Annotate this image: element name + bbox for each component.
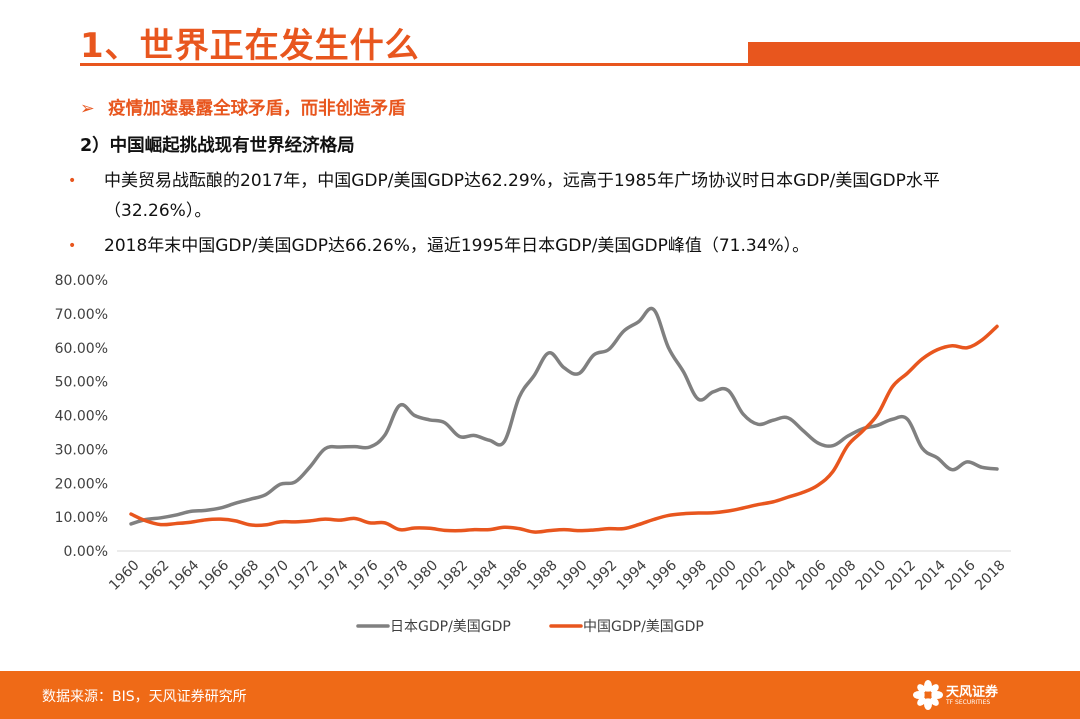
x-tick-label: 1966 — [196, 557, 233, 594]
x-tick-label: 1990 — [554, 557, 591, 594]
company-logo: 天风证券 TF SECURITIES — [912, 679, 1022, 713]
x-tick-label: 1972 — [285, 557, 322, 594]
x-tick-label: 2004 — [763, 557, 800, 594]
y-tick-label: 80.00% — [55, 273, 108, 289]
logo-text: 天风证券 — [946, 685, 999, 700]
bullet-item: • 中美贸易战酝酿的2017年，中国GDP/美国GDP达62.29%，远高于19… — [68, 166, 1028, 226]
x-tick-label: 1974 — [315, 557, 352, 594]
y-tick-label: 10.00% — [55, 510, 108, 526]
japan-series-line — [129, 306, 999, 526]
x-tick-label: 2010 — [853, 557, 890, 594]
x-tick-label: 1968 — [226, 557, 263, 594]
bullet-dot-icon: • — [68, 238, 77, 254]
footer-bar: 数据来源：BIS，天风证券研究所 天风证券 TF SECURITIES — [0, 671, 1080, 719]
headline-text: 疫情加速暴露全球矛盾，而非创造矛盾 — [108, 99, 406, 119]
x-tick-label: 2012 — [883, 557, 920, 594]
x-tick-label: 1996 — [644, 557, 681, 594]
bullet-item: • 2018年末中国GDP/美国GDP达66.26%，逼近1995年日本GDP/… — [68, 231, 1028, 261]
subhead: 2）中国崛起挑战现有世界经济格局 — [80, 136, 355, 156]
x-tick-label: 1980 — [405, 557, 442, 594]
slide-title: 1、世界正在发生什么 — [80, 26, 420, 66]
legend-label: 日本GDP/美国GDP — [390, 619, 511, 635]
y-tick-label: 20.00% — [55, 476, 108, 492]
bullet-text: 2018年末中国GDP/美国GDP达66.26%，逼近1995年日本GDP/美国… — [104, 236, 810, 256]
y-tick-label: 50.00% — [55, 375, 108, 391]
title-underline — [80, 63, 748, 66]
data-source: 数据来源：BIS，天风证券研究所 — [42, 689, 247, 705]
y-tick-label: 60.00% — [55, 341, 108, 357]
x-axis: 1960196219641966196819701972197419761978… — [106, 550, 1011, 594]
x-tick-label: 1978 — [375, 557, 412, 594]
x-tick-label: 1960 — [106, 557, 143, 594]
legend: 日本GDP/美国GDP 中国GDP/美国GDP — [356, 619, 704, 635]
logo-subtext: TF SECURITIES — [946, 699, 991, 706]
legend-label: 中国GDP/美国GDP — [583, 619, 704, 635]
headline: ➢ 疫情加速暴露全球矛盾，而非创造矛盾 — [80, 95, 406, 120]
bullet-dot-icon: • — [68, 173, 77, 189]
x-tick-label: 2018 — [972, 557, 1009, 594]
x-tick-label: 2016 — [942, 557, 979, 594]
x-tick-label: 2008 — [823, 557, 860, 594]
x-tick-label: 1992 — [584, 557, 621, 594]
x-tick-label: 1984 — [464, 557, 501, 594]
y-tick-label: 30.00% — [55, 442, 108, 458]
x-tick-label: 2006 — [793, 557, 830, 594]
china-series-line — [129, 324, 999, 534]
flower-logo-icon — [913, 680, 943, 710]
arrow-bullet-icon: ➢ — [80, 99, 95, 119]
x-tick-label: 1964 — [166, 557, 203, 594]
chart-svg: 0.00% 10.00% 20.00% 30.00% 40.00% 50.00% 60.00… — [55, 273, 1011, 635]
x-tick-label: 2000 — [703, 557, 740, 594]
x-tick-label: 1970 — [255, 557, 292, 594]
y-axis: 0.00% 10.00% 20.00% 30.00% 40.00% 50.00% 60.00… — [55, 273, 108, 560]
x-tick-label: 1998 — [674, 557, 711, 594]
y-tick-label: 0.00% — [64, 544, 108, 560]
y-tick-label: 70.00% — [55, 307, 108, 323]
series-group — [129, 306, 999, 534]
x-tick-label: 2002 — [733, 557, 770, 594]
x-tick-label: 1962 — [136, 557, 173, 594]
y-tick-label: 40.00% — [55, 409, 108, 425]
x-tick-label: 1976 — [345, 557, 382, 594]
x-tick-label: 1988 — [524, 557, 561, 594]
gdp-ratio-chart: 0.00% 10.00% 20.00% 30.00% 40.00% 50.00% 60.00… — [0, 262, 1080, 654]
x-tick-label: 1986 — [494, 557, 531, 594]
x-tick-label: 1982 — [435, 557, 472, 594]
x-tick-label: 1994 — [614, 557, 651, 594]
bullet-text: 中美贸易战酝酿的2017年，中国GDP/美国GDP达62.29%，远高于1985… — [104, 171, 940, 221]
x-tick-label: 2014 — [912, 557, 949, 594]
title-accent-bar — [748, 42, 1080, 66]
